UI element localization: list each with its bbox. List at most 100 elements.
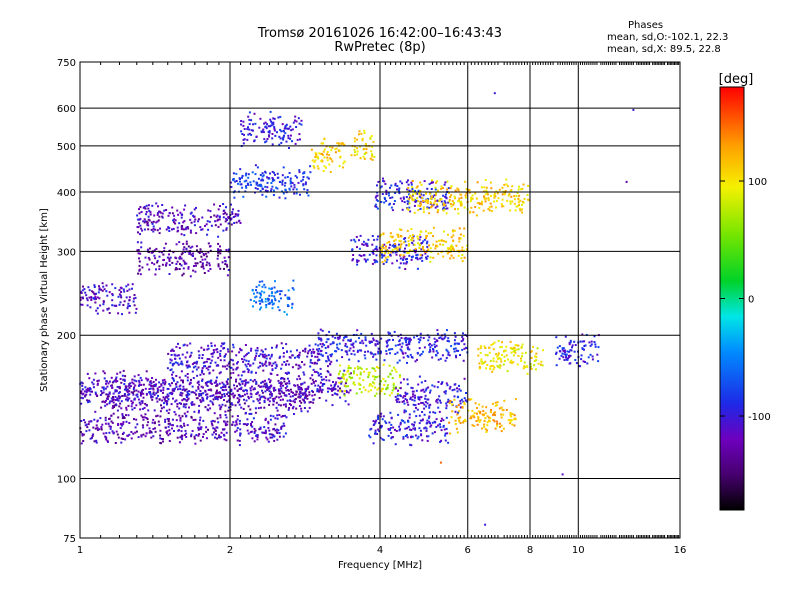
- data-point: [285, 343, 288, 346]
- data-point: [227, 395, 230, 397]
- data-point: [386, 339, 389, 342]
- data-point: [178, 385, 181, 388]
- data-point: [415, 197, 418, 200]
- data-point: [286, 298, 289, 300]
- data-point: [373, 238, 376, 241]
- data-point: [496, 192, 499, 195]
- data-point: [330, 355, 333, 358]
- data-point: [359, 371, 362, 374]
- data-point: [325, 360, 328, 363]
- data-point: [81, 434, 84, 437]
- data-point: [449, 257, 452, 260]
- data-point: [262, 128, 265, 131]
- data-point: [375, 392, 378, 395]
- data-point: [328, 359, 331, 362]
- data-point: [163, 383, 166, 386]
- data-point: [176, 230, 179, 233]
- data-point: [279, 290, 282, 293]
- data-point: [177, 213, 180, 216]
- data-point: [381, 418, 384, 421]
- data-point: [253, 358, 256, 361]
- data-point: [371, 153, 373, 156]
- data-point: [487, 197, 490, 200]
- data-point: [185, 399, 188, 402]
- data-point: [520, 360, 523, 362]
- data-point: [445, 382, 448, 385]
- data-point: [456, 342, 459, 345]
- data-point: [218, 215, 221, 218]
- data-point: [390, 392, 393, 395]
- data-point: [261, 285, 264, 288]
- data-point: [391, 348, 394, 351]
- data-point: [517, 344, 520, 347]
- data-point: [569, 349, 572, 352]
- data-point: [128, 305, 131, 307]
- data-point: [310, 148, 313, 151]
- data-point: [141, 266, 144, 269]
- data-point: [180, 430, 183, 433]
- data-point: [366, 258, 369, 261]
- data-point: [182, 272, 185, 275]
- data-point: [478, 206, 481, 209]
- data-point: [250, 393, 253, 396]
- data-point: [165, 263, 168, 266]
- data-point: [235, 423, 238, 426]
- data-point: [255, 301, 258, 304]
- data-point: [288, 172, 291, 174]
- data-point: [417, 204, 420, 207]
- data-point: [168, 249, 171, 252]
- data-point: [154, 430, 157, 433]
- data-point: [434, 421, 436, 424]
- data-point: [406, 436, 409, 439]
- data-point: [116, 397, 119, 400]
- data-point: [330, 158, 333, 161]
- data-point: [327, 338, 330, 341]
- data-point: [357, 259, 360, 262]
- data-point: [407, 183, 410, 186]
- data-point: [156, 400, 159, 403]
- data-point: [174, 222, 177, 225]
- data-point: [205, 255, 208, 258]
- data-point: [317, 384, 320, 387]
- data-point: [191, 401, 194, 404]
- data-point: [108, 380, 111, 383]
- data-point: [109, 425, 112, 428]
- data-point: [155, 415, 158, 418]
- data-point: [166, 387, 169, 390]
- data-point: [262, 369, 265, 372]
- data-point: [186, 361, 188, 364]
- data-point: [432, 348, 434, 350]
- data-point: [357, 367, 360, 370]
- data-point: [299, 395, 302, 398]
- x-tick-label: 4: [377, 545, 383, 556]
- data-point: [116, 398, 119, 401]
- data-point: [467, 409, 470, 412]
- data-point: [175, 375, 178, 377]
- data-point: [405, 181, 408, 184]
- data-point: [293, 183, 296, 186]
- data-point: [92, 383, 95, 386]
- data-point: [89, 388, 92, 391]
- data-point: [104, 401, 106, 404]
- stats-ordinary: mean, sd,O:-102.1, 22.3: [607, 32, 729, 43]
- data-point: [425, 237, 428, 240]
- data-point: [146, 263, 149, 266]
- data-point: [139, 252, 142, 255]
- data-point: [223, 395, 226, 398]
- data-point: [185, 226, 188, 229]
- data-point: [132, 393, 135, 396]
- data-point: [413, 399, 416, 402]
- data-point: [565, 353, 568, 356]
- data-point: [388, 202, 391, 205]
- data-point: [345, 378, 348, 381]
- data-point: [279, 180, 281, 183]
- data-point: [178, 429, 180, 432]
- data-point: [259, 185, 262, 187]
- data-point: [419, 190, 422, 192]
- data-point: [377, 367, 380, 370]
- data-point: [260, 349, 263, 352]
- data-point: [396, 246, 399, 249]
- data-point: [481, 362, 484, 365]
- data-point: [209, 245, 212, 248]
- data-point: [182, 422, 185, 425]
